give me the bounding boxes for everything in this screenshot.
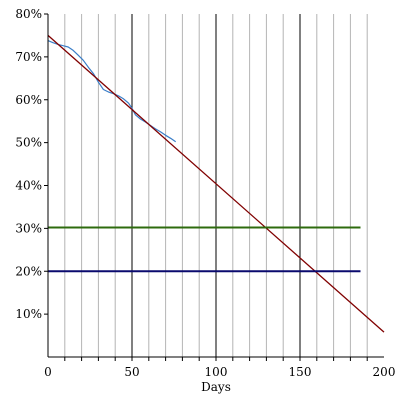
tick-labels: 10% 20% 30% 40% 50% 60% 70% 80% 0 50 100 150 200 [15, 7, 395, 379]
y-tick-label: 70% [15, 50, 42, 64]
y-tick-label: 80% [15, 7, 42, 21]
x-axis-title: Days [201, 380, 231, 394]
series-group [47, 34, 385, 333]
y-tick-label: 30% [15, 221, 42, 235]
x-tick-label: 200 [373, 365, 396, 379]
x-tick-label: 100 [205, 365, 228, 379]
y-tick-label: 40% [15, 179, 42, 193]
axes [44, 13, 384, 361]
y-tick-label: 50% [15, 136, 42, 150]
y-tick-label: 10% [15, 307, 42, 321]
x-tick-label: 0 [44, 365, 52, 379]
x-tick-label: 150 [289, 365, 312, 379]
y-tick-label: 60% [15, 93, 42, 107]
y-tick-label: 20% [15, 264, 42, 278]
series-line-trend-1 [47, 34, 385, 333]
grid [64, 14, 368, 357]
x-tick-label: 50 [124, 365, 139, 379]
